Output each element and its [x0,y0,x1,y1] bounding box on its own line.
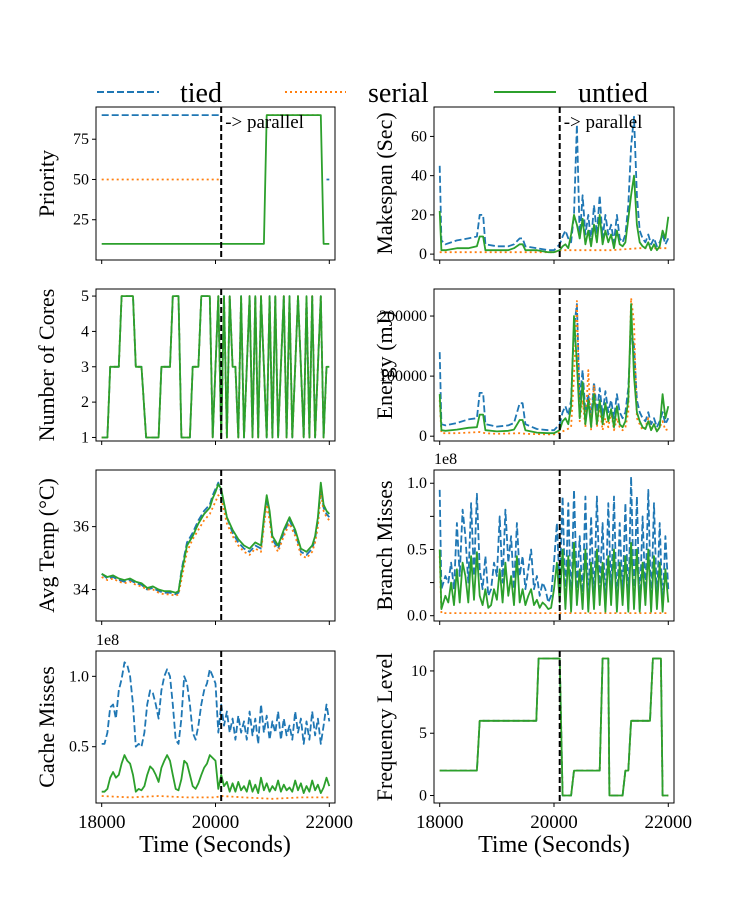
series-serial-line [101,795,330,800]
legend-serial-label: serial [368,78,429,109]
axis-exponent: 1e8 [96,632,119,649]
legend: tied serial untied [97,78,648,109]
panel-7: 0.5 1.0 18000 20000 22000 1e8 Cache Misses [34,632,353,833]
ytick-label: 0.0 [407,608,427,625]
series-tied-line [101,661,331,748]
ylabel: Cache Misses [34,666,59,788]
ylabel: Avg Temp (°C) [34,478,59,613]
ytick-label: 1.0 [69,668,89,685]
switch-annotation: -> parallel [564,112,643,133]
panel-6: 0.0 0.5 1.0 1e8 Branch Misses [372,451,675,625]
series-tied-line [438,303,670,432]
ytick-label: 5 [419,725,427,742]
panel-3: 1 2 3 4 5 Number of Cores [34,288,336,446]
legend-untied-label: untied [578,78,648,109]
series-serial-line [439,247,669,254]
ytick-label: 100000 [379,368,427,385]
series-untied-line [438,174,670,254]
ylabel: Energy (mJ) [372,311,397,420]
ylabel: Priority [34,150,59,217]
xtick-label: 20000 [192,812,240,833]
axes-frame [95,650,336,804]
ytick-label: 25 [73,212,89,229]
panel-5: 34 36 Avg Temp (°C) [34,469,336,625]
panel-8: 0 5 10 18000 20000 22000 Frequency Level [372,650,693,833]
axes-frame [95,288,336,442]
axes-frame [433,650,675,804]
ytick-label: 40 [411,168,427,185]
panel-2: 0 20 40 60 Makespan (Sec) -> parallel [372,106,675,264]
ytick-label: 0 [419,428,427,445]
ytick-label: 4 [81,323,89,340]
panel-1: 25 50 75 Priority -> parallel [34,106,336,264]
ytick-label: 1 [81,429,89,446]
ytick-label: 2 [81,394,89,411]
ytick-label: 36 [73,519,89,536]
ylabel: Makespan (Sec) [372,112,397,254]
ytick-label: 200000 [379,308,427,325]
axes-frame [95,469,336,622]
ytick-label: 10 [411,663,427,680]
ytick-label: 0.5 [407,541,427,558]
xlabel-right: Time (Seconds) [478,832,630,858]
series-untied-line [101,754,331,794]
ytick-label: 3 [81,359,89,376]
series-untied-line [438,303,670,435]
ytick-label: 60 [411,128,427,145]
ylabel: Frequency Level [372,653,397,801]
ytick-label: 34 [73,582,89,599]
xtick-label: 22000 [645,812,693,833]
ytick-label: 0 [419,788,427,805]
axes-frame [433,288,675,442]
series-tied-line [438,475,670,610]
series-untied-line [101,295,330,439]
ytick-label: 0.5 [69,739,89,756]
ytick-label: 20 [411,207,427,224]
series-tied-line [101,114,330,181]
axes-frame [433,106,675,261]
ytick-label: 75 [73,131,89,148]
xtick-label: 18000 [78,812,126,833]
ylabel: Branch Misses [372,480,397,610]
ytick-label: 0 [419,246,427,263]
ylabel: Number of Cores [34,289,59,442]
xtick-label: 22000 [306,812,354,833]
ytick-label: 1.0 [407,475,427,492]
switch-annotation: -> parallel [225,112,304,133]
axes-frame [433,469,675,622]
legend-tied-label: tied [180,78,222,109]
xtick-label: 18000 [416,812,464,833]
series-serial-line [438,556,669,614]
series-tied-line [438,115,670,252]
ytick-label: 5 [81,288,89,305]
axes-frame [95,106,336,261]
series-untied-line [438,542,670,613]
series-untied-line [101,114,330,245]
ytick-label: 50 [73,171,89,188]
xlabel-left: Time (Seconds) [139,832,291,858]
xtick-label: 20000 [530,812,578,833]
series-untied-line [439,657,669,797]
axis-exponent: 1e8 [434,451,457,468]
